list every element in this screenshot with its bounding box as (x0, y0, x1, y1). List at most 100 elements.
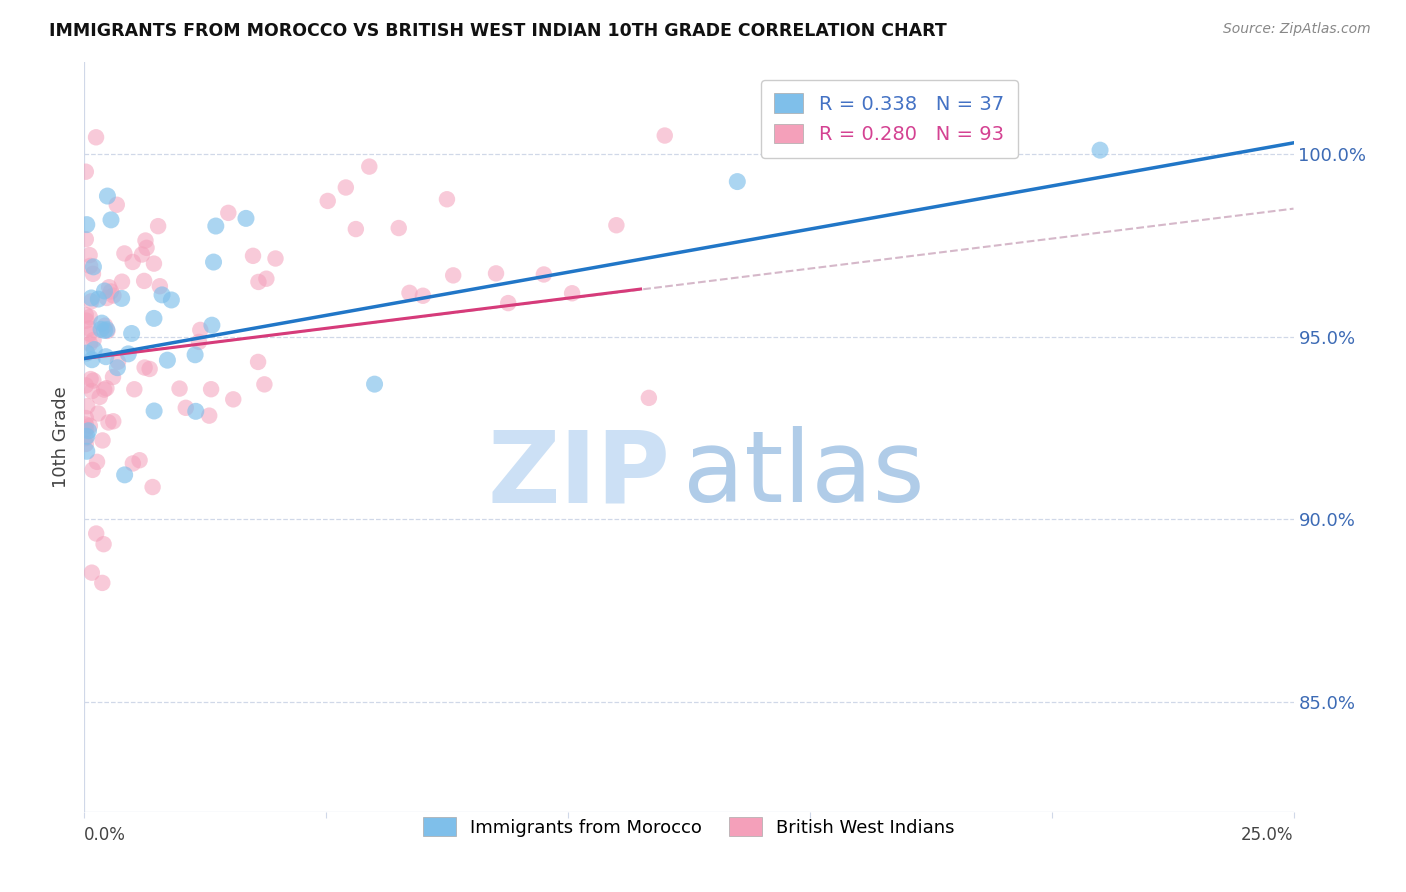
Point (217, 206, 239, 220)
Point (100, 212, 122, 227)
Point (91, 434, 114, 448)
Point (82, 463, 104, 477)
Point (79, 310, 101, 324)
Point (84, 130, 107, 145)
Point (264, 252, 287, 266)
Point (90, 316, 112, 330)
Point (142, 257, 165, 271)
Point (198, 409, 221, 423)
Point (398, 285, 420, 300)
Point (93, 284, 115, 298)
Point (93, 383, 115, 397)
Point (436, 192, 458, 206)
Point (79, 336, 101, 351)
Point (184, 404, 207, 418)
Point (80, 291, 103, 305)
Point (112, 246, 135, 260)
Point (79, 372, 101, 386)
Point (96, 291, 118, 305)
Point (134, 360, 156, 375)
Point (143, 311, 166, 326)
Point (77, 321, 100, 335)
Point (388, 221, 411, 235)
Point (75, 378, 97, 392)
Point (121, 326, 143, 341)
Point (150, 288, 173, 302)
Point (80, 352, 103, 367)
Point (134, 274, 156, 288)
Point (75, 308, 97, 322)
Point (142, 480, 165, 494)
Point (97, 416, 120, 430)
Point (485, 266, 508, 280)
Text: 0.0%: 0.0% (84, 826, 127, 845)
Point (344, 222, 367, 236)
Point (134, 234, 156, 248)
Point (75, 417, 97, 432)
Point (200, 382, 222, 396)
Point (93, 324, 115, 338)
Point (202, 255, 225, 269)
Point (254, 271, 277, 285)
Point (605, 219, 627, 233)
Point (242, 249, 264, 263)
Point (82, 267, 104, 281)
Point (335, 180, 357, 194)
Point (79, 259, 101, 273)
Point (83, 343, 105, 357)
Text: atlas: atlas (683, 426, 925, 523)
Point (146, 219, 169, 234)
Point (107, 355, 129, 369)
Point (91, 575, 114, 590)
Point (128, 453, 150, 467)
Y-axis label: 10th Grade: 10th Grade (52, 386, 70, 488)
Point (83, 333, 105, 347)
Point (188, 323, 211, 337)
Point (117, 347, 139, 361)
Point (105, 198, 128, 212)
Point (98, 280, 121, 294)
Point (131, 247, 153, 261)
Point (101, 370, 124, 384)
Point (96, 324, 118, 338)
Point (160, 293, 183, 307)
Point (247, 275, 270, 289)
Point (75, 164, 97, 178)
Point (222, 392, 245, 407)
Point (103, 414, 125, 428)
Point (247, 355, 270, 369)
Point (80, 294, 103, 309)
Point (533, 268, 555, 282)
Point (75, 313, 97, 327)
Point (76, 399, 98, 413)
Point (143, 404, 166, 418)
Point (637, 391, 659, 405)
Point (82, 260, 104, 274)
Text: IMMIGRANTS FROM MOROCCO VS BRITISH WEST INDIAN 10TH GRADE CORRELATION CHART: IMMIGRANTS FROM MOROCCO VS BRITISH WEST … (49, 22, 948, 40)
Point (96, 381, 118, 395)
Point (80, 566, 103, 580)
Point (122, 457, 145, 471)
Point (441, 268, 464, 283)
Point (121, 255, 143, 269)
Point (82, 374, 104, 388)
Point (87, 407, 110, 421)
Point (75, 437, 97, 451)
Point (412, 289, 434, 303)
Point (316, 194, 339, 208)
Point (149, 279, 172, 293)
Point (138, 362, 160, 376)
Point (253, 377, 276, 392)
Point (93, 537, 115, 551)
Point (103, 288, 125, 302)
Point (1088, 143, 1111, 157)
Point (76, 346, 98, 360)
Point (359, 160, 381, 174)
Point (75, 431, 97, 445)
Text: Source: ZipAtlas.com: Source: ZipAtlas.com (1223, 22, 1371, 37)
Point (75, 232, 97, 246)
Text: 25.0%: 25.0% (1241, 826, 1294, 845)
Point (169, 382, 191, 396)
Point (496, 296, 519, 310)
Point (76, 218, 98, 232)
